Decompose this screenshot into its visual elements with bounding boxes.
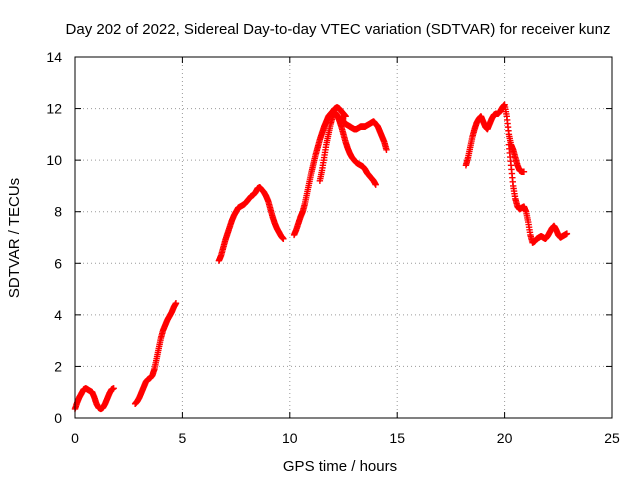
data-point [383,146,390,154]
grid [75,57,612,418]
y-tick-label: 2 [54,358,62,374]
data-point [110,385,117,392]
x-tick-label: 25 [604,430,620,446]
y-axis-label: SDTVAR / TECUs [6,178,23,298]
x-tick-label: 15 [389,430,405,446]
data-points [71,101,571,413]
y-tick-label: 14 [46,49,62,65]
data-point [563,230,571,237]
y-tick-label: 4 [54,307,62,323]
x-tick-label: 10 [282,430,298,446]
y-tick-label: 6 [54,255,62,271]
data-point [280,235,287,242]
x-tick-label: 0 [71,430,79,446]
chart-title: Day 202 of 2022, Sidereal Day-to-day VTE… [66,21,611,38]
data-point [172,300,180,307]
data-point [372,181,379,188]
y-tick-label: 12 [46,101,62,117]
plot-frame [74,56,613,419]
axis-ticks [74,56,613,419]
y-tick-label: 8 [54,204,62,220]
y-tick-labels: 0 2 4 6 8 10 12 14 [46,49,62,426]
x-tick-label: 20 [497,430,513,446]
data-point [520,168,528,175]
x-axis-label: GPS time / hours [283,458,397,475]
x-tick-labels: 0 5 10 15 20 25 [71,430,620,446]
y-tick-label: 0 [54,410,62,426]
y-tick-label: 10 [46,152,62,168]
x-tick-label: 5 [179,430,187,446]
